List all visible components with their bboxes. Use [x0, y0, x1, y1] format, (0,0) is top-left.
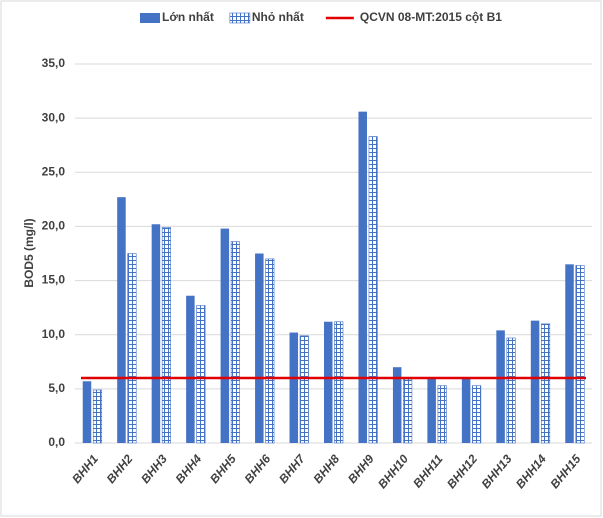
bar [506, 337, 516, 444]
bar [127, 253, 137, 444]
y-tick-label: 10,0 [42, 327, 66, 341]
legend-label: QCVN 08-MT:2015 cột B1 [360, 10, 502, 24]
bar [437, 385, 447, 444]
bar [334, 321, 344, 444]
bar [496, 330, 505, 443]
bar [220, 228, 230, 443]
bar [299, 335, 309, 444]
bar [324, 321, 333, 443]
y-tick-label: 20,0 [42, 219, 66, 233]
bar [117, 197, 126, 443]
bar [575, 265, 585, 444]
legend-label: Nhỏ nhất [252, 10, 304, 24]
bar [540, 323, 551, 444]
bar [403, 378, 413, 444]
bar [392, 367, 402, 443]
bar [92, 389, 103, 444]
y-tick-label: 30,0 [42, 110, 66, 124]
bar [289, 332, 299, 443]
bar [368, 136, 378, 444]
bar [461, 378, 471, 443]
bar [186, 295, 195, 443]
y-tick-label: 15,0 [42, 273, 66, 287]
bar [565, 264, 574, 443]
bar [196, 305, 206, 444]
bar [255, 253, 264, 443]
y-tick-label: 5,0 [48, 381, 65, 395]
y-tick-label: 25,0 [42, 164, 66, 178]
bar [530, 320, 540, 443]
bar [472, 385, 482, 444]
legend-swatch [229, 12, 251, 24]
bar [265, 258, 275, 444]
bar [427, 378, 436, 443]
bar [358, 111, 367, 443]
legend-label: Lớn nhất [162, 10, 214, 24]
bar [82, 381, 92, 443]
bar [161, 227, 171, 444]
y-tick-label: 35,0 [42, 56, 66, 70]
y-axis-label: BOD5 (mg/l) [22, 218, 36, 287]
bar [151, 224, 161, 443]
legend-swatch [140, 13, 160, 23]
bar [230, 241, 240, 444]
y-tick-label: 0,0 [48, 435, 65, 449]
